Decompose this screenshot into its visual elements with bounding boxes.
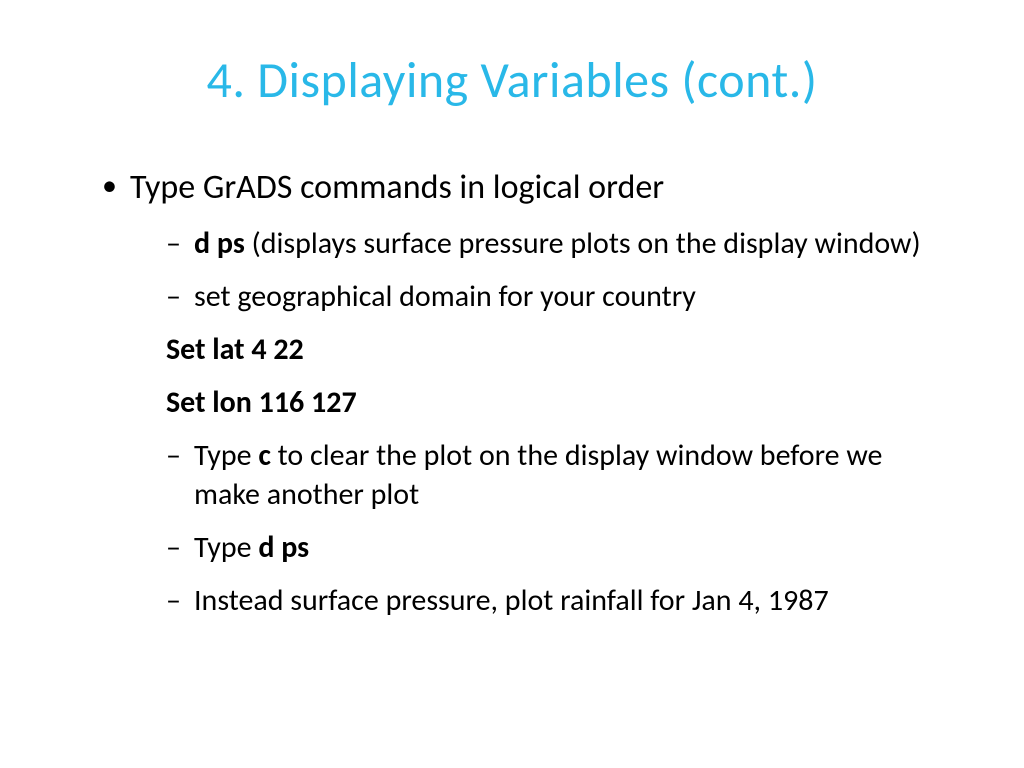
command-text: Set lon 116 127: [166, 384, 357, 421]
command-text: Set lat 4 22: [166, 331, 304, 368]
desc-text: Instead surface pressure, plot rainfall …: [194, 582, 829, 619]
desc-text: Type: [194, 529, 258, 566]
l1-text: Type GrADS commands in logical order: [130, 167, 664, 208]
l2-item: Instead surface pressure, plot rainfall …: [166, 581, 954, 620]
l1-item: Type GrADS commands in logical order d p…: [102, 167, 954, 620]
l2-item: set geographical domain for your country: [166, 277, 954, 316]
command-text: c: [258, 437, 271, 474]
command-text: d ps: [194, 225, 245, 262]
desc-text: (displays surface pressure plots on the …: [245, 225, 921, 262]
desc-text: to clear the plot on the display window …: [194, 437, 882, 513]
slide-title: 4. Displaying Variables (cont.): [70, 50, 954, 111]
l2-item-command: Set lat 4 22: [166, 330, 954, 369]
desc-text: Type: [194, 437, 258, 474]
l2-item: Type c to clear the plot on the display …: [166, 436, 954, 514]
bullet-list-level2: d ps (displays surface pressure plots on…: [166, 224, 954, 620]
l2-item: d ps (displays surface pressure plots on…: [166, 224, 954, 263]
l2-item: Type d ps: [166, 528, 954, 567]
l2-item-command: Set lon 116 127: [166, 383, 954, 422]
command-text: d ps: [258, 529, 309, 566]
desc-text: set geographical domain for your country: [194, 278, 696, 315]
bullet-list-level1: Type GrADS commands in logical order d p…: [102, 167, 954, 620]
